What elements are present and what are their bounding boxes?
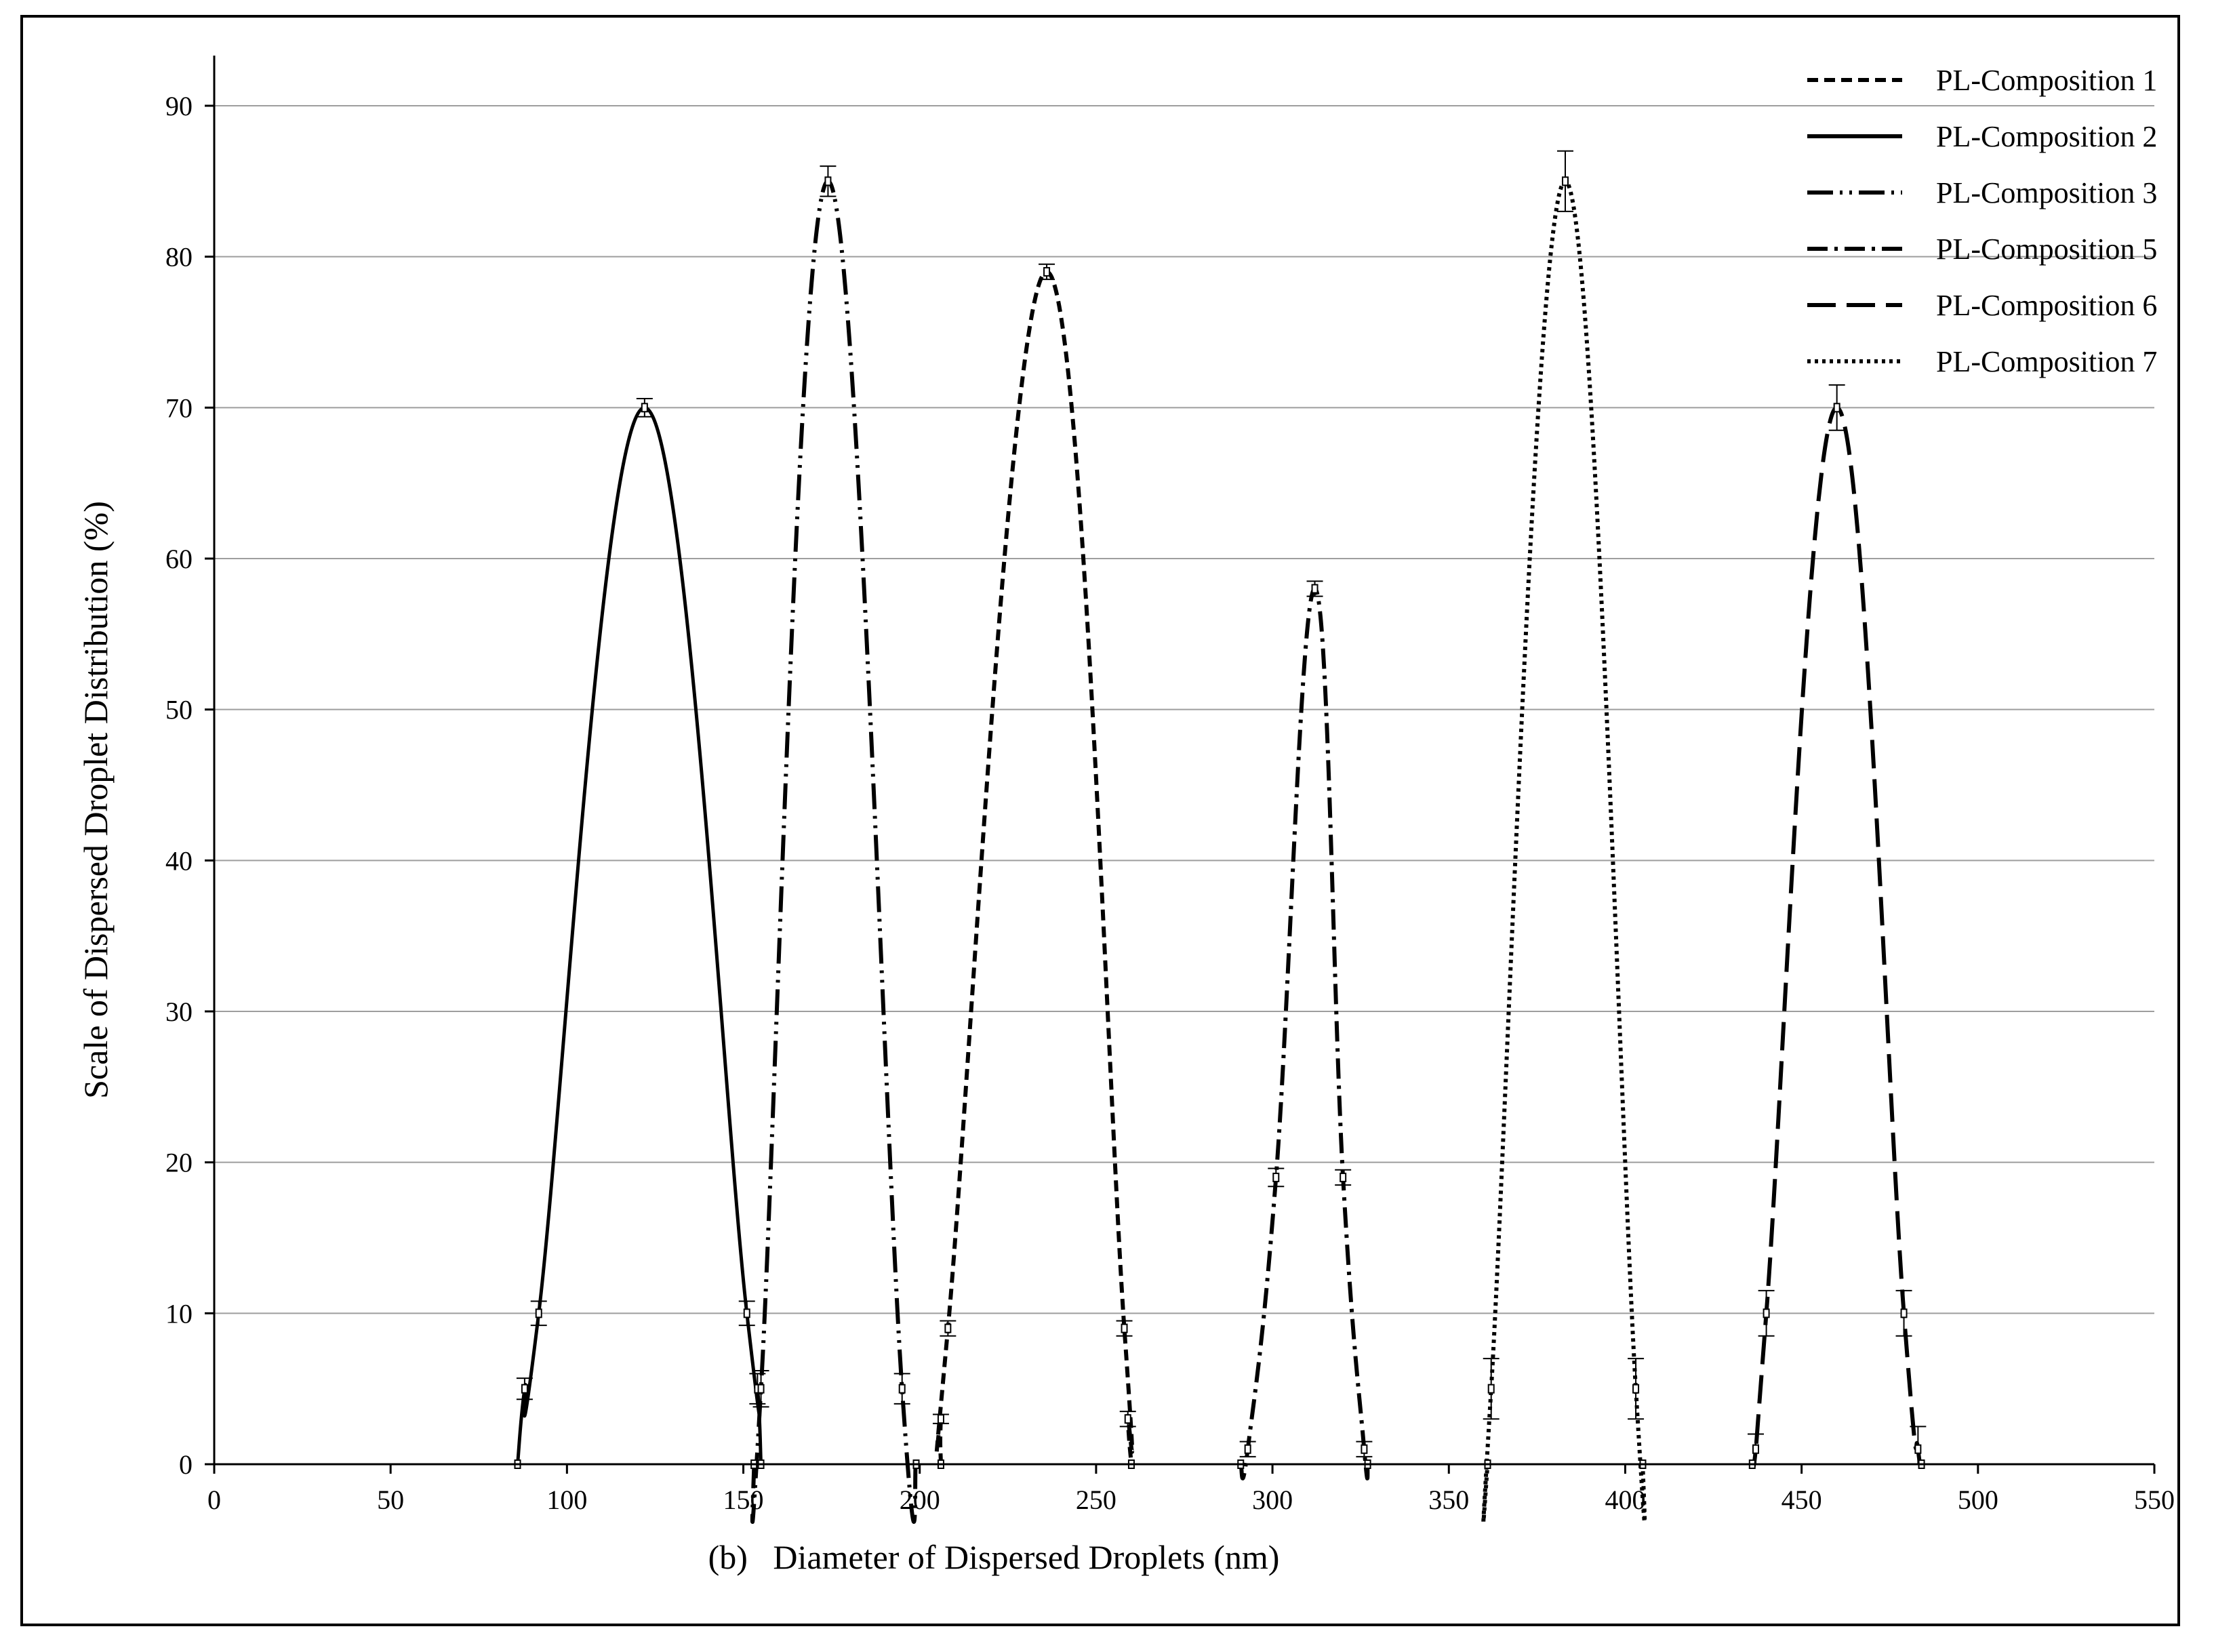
x-tick-label-550: 550 bbox=[2134, 1485, 2175, 1515]
data-point bbox=[944, 1323, 952, 1333]
y-tick-labels: 0 10 20 30 40 50 60 70 80 90 bbox=[165, 91, 214, 1480]
x-tick-label-50: 50 bbox=[377, 1485, 404, 1515]
x-axis-title: (b) Diameter of Dispersed Droplets (nm) bbox=[708, 1538, 1280, 1576]
series-line-6 bbox=[1481, 179, 1647, 1524]
y-tick-label-60: 60 bbox=[165, 544, 193, 574]
series-4 bbox=[1237, 580, 1373, 1480]
series-line-2 bbox=[516, 405, 763, 1465]
data-point bbox=[1244, 1444, 1251, 1454]
data-point bbox=[757, 1384, 765, 1394]
gridlines bbox=[214, 105, 2154, 1314]
data-point bbox=[521, 1384, 528, 1394]
y-tick-label-0: 0 bbox=[179, 1449, 193, 1480]
x-tick-label-200: 200 bbox=[900, 1485, 940, 1515]
data-point bbox=[535, 1308, 542, 1318]
series-line-4 bbox=[1239, 586, 1370, 1480]
x-tick-label-150: 150 bbox=[723, 1485, 764, 1515]
x-tick-label-100: 100 bbox=[546, 1485, 587, 1515]
x-tick-label-400: 400 bbox=[1605, 1485, 1645, 1515]
line-chart: 0 50 100 150 200 250 300 350 400 450 500 550 0 10 20 3… bbox=[77, 56, 2175, 1576]
data-point bbox=[1272, 1172, 1280, 1182]
data-point bbox=[1561, 176, 1569, 186]
y-tick-label-20: 20 bbox=[165, 1148, 193, 1178]
data-point bbox=[824, 176, 832, 186]
legend-label-1: PL-Composition 1 bbox=[1936, 64, 2157, 97]
data-point bbox=[1121, 1323, 1128, 1333]
y-tick-label-50: 50 bbox=[165, 695, 193, 725]
data-point bbox=[641, 403, 648, 413]
data-point bbox=[898, 1384, 906, 1394]
series-5 bbox=[1747, 384, 1927, 1469]
legend-label-2: PL-Composition 2 bbox=[1936, 120, 2157, 153]
data-point bbox=[1763, 1308, 1770, 1318]
legend-label-3: PL-Composition 3 bbox=[1936, 176, 2157, 209]
legend-label-6: PL-Composition 7 bbox=[1936, 345, 2157, 378]
data-point bbox=[937, 1414, 944, 1424]
y-tick-label-10: 10 bbox=[165, 1298, 193, 1329]
chart-frame: 0 50 100 150 200 250 300 350 400 450 500 550 0 10 20 3… bbox=[20, 15, 2180, 1626]
y-tick-label-70: 70 bbox=[165, 392, 193, 423]
data-point bbox=[1914, 1444, 1922, 1454]
data-point bbox=[1311, 584, 1319, 594]
series-lines bbox=[514, 150, 1927, 1524]
series-line-3 bbox=[750, 179, 919, 1524]
x-tick-label-0: 0 bbox=[207, 1485, 221, 1515]
series-line-1 bbox=[934, 269, 1135, 1465]
data-point bbox=[1124, 1414, 1131, 1424]
x-tick-label-500: 500 bbox=[1958, 1485, 1998, 1515]
legend: PL-Composition 1 PL-Composition 2 PL-Compo… bbox=[1807, 64, 2157, 378]
y-tick-label-30: 30 bbox=[165, 996, 193, 1027]
data-point bbox=[743, 1308, 750, 1318]
x-tick-label-350: 350 bbox=[1428, 1485, 1469, 1515]
data-point bbox=[1632, 1384, 1640, 1394]
x-tick-label-250: 250 bbox=[1076, 1485, 1116, 1515]
series-3 bbox=[750, 165, 920, 1524]
data-point bbox=[1487, 1384, 1495, 1394]
data-point bbox=[1340, 1172, 1347, 1182]
legend-label-5: PL-Composition 6 bbox=[1936, 289, 2157, 322]
axes bbox=[213, 56, 2154, 1466]
x-tick-labels: 0 50 100 150 200 250 300 350 400 450 500 550 bbox=[207, 1464, 2175, 1515]
data-point bbox=[1752, 1444, 1759, 1454]
y-tick-label-80: 80 bbox=[165, 242, 193, 273]
y-tick-label-90: 90 bbox=[165, 91, 193, 121]
x-tick-label-300: 300 bbox=[1252, 1485, 1293, 1515]
legend-label-4: PL-Composition 5 bbox=[1936, 233, 2157, 266]
series-6 bbox=[1481, 150, 1647, 1524]
data-point bbox=[1361, 1444, 1368, 1454]
x-tick-label-450: 450 bbox=[1782, 1485, 1822, 1515]
series-1 bbox=[932, 263, 1136, 1469]
y-axis-title: Scale of Dispersed Droplet Distribution … bbox=[77, 501, 115, 1099]
data-point bbox=[1900, 1308, 1908, 1318]
data-point bbox=[1833, 403, 1840, 413]
data-point bbox=[1043, 266, 1051, 277]
series-line-5 bbox=[1750, 405, 1924, 1469]
y-tick-label-40: 40 bbox=[165, 845, 193, 876]
